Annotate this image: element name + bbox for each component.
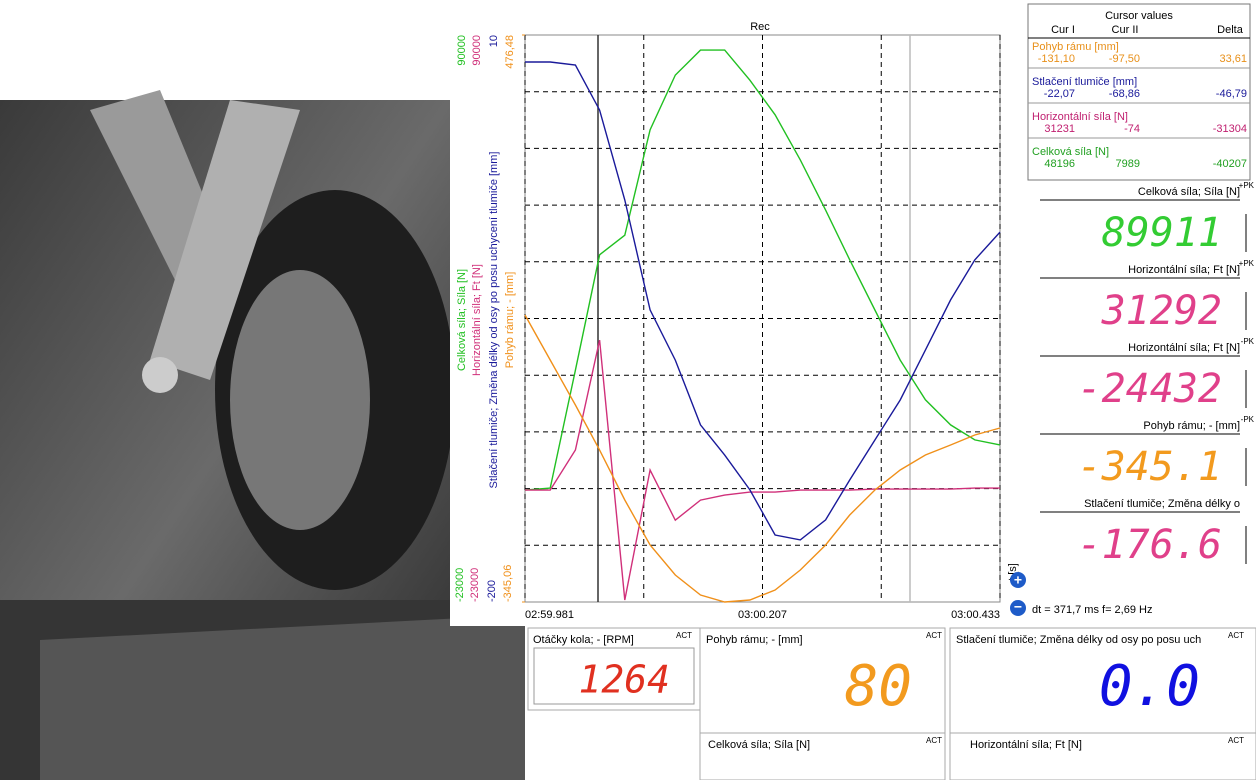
- display-label: Stlačení tlumiče; Změna délky o: [1084, 498, 1240, 510]
- group-name: Pohyb rámu [mm]: [1032, 41, 1119, 53]
- cursor-value: -74: [1124, 123, 1140, 135]
- group-name: Celková síla [N]: [1032, 146, 1109, 158]
- y-tick-label: -345,06: [502, 565, 514, 602]
- cursor-value: -22,07: [1044, 88, 1075, 100]
- y-tick-label: -200: [486, 580, 498, 602]
- column-header: Cur II: [1112, 24, 1139, 36]
- y-tick-label: 10: [488, 35, 500, 47]
- display-value: 89911: [1102, 210, 1222, 256]
- cursor-value: -68,86: [1109, 88, 1140, 100]
- x-tick-label: 03:00.207: [738, 609, 787, 621]
- display-tag: -PK: [1241, 337, 1255, 346]
- display-label: Pohyb rámu; - [mm]: [1143, 420, 1240, 432]
- display-label: Stlačení tlumiče; Změna délky od osy po …: [956, 634, 1201, 646]
- plot-area: [524, 34, 1001, 603]
- series-line: [524, 314, 1001, 603]
- cursor-value: -131,10: [1038, 53, 1075, 65]
- display-tag: ACT: [926, 736, 942, 745]
- display-label: Celková síla; Síla [N]: [1138, 186, 1240, 198]
- display-label: Horizontální síla; Ft [N]: [1128, 342, 1240, 354]
- display-frame: [699, 627, 946, 734]
- cursor-table-frame: [1027, 3, 1251, 181]
- cursor-table-title: Cursor values: [1105, 10, 1173, 22]
- y-tick-label: -23000: [469, 568, 481, 602]
- cursor-value: 33,61: [1219, 53, 1247, 65]
- y-tick-label: -23000: [454, 568, 466, 602]
- zoom-out-icon: −: [1014, 599, 1022, 615]
- display-tag: ACT: [1228, 631, 1244, 640]
- y-axis-title: Pohyb rámu; - [mm]: [504, 272, 516, 369]
- display-label: Horizontální síla; Ft [N]: [1128, 264, 1240, 276]
- display-value: -24432: [1078, 366, 1223, 412]
- y-axis-title: Celková síla; Síla [N]: [456, 269, 468, 371]
- display-frame: [527, 627, 701, 711]
- display-value: -345.1: [1078, 444, 1223, 490]
- group-name: Horizontální síla [N]: [1032, 111, 1128, 123]
- series-line: [525, 339, 1000, 601]
- display-label: Otáčky kola; - [RPM]: [533, 634, 634, 646]
- cursor-value: -46,79: [1216, 88, 1247, 100]
- zoom-in-button[interactable]: [1010, 572, 1026, 588]
- display-tag: +PK: [1239, 259, 1255, 268]
- cursor-value: 48196: [1044, 158, 1075, 170]
- chart-title: Rec: [750, 21, 770, 33]
- series-line: [524, 49, 1001, 491]
- cursor-value: -31304: [1213, 123, 1247, 135]
- display-value: -176.6: [1078, 522, 1223, 568]
- display-value: 0.0: [1099, 654, 1200, 719]
- cursor-value: 31231: [1044, 123, 1075, 135]
- cursor-readout: dt = 371,7 ms f= 2,69 Hz: [1032, 604, 1152, 616]
- display-frame: [949, 627, 1256, 734]
- series-line: [525, 61, 1001, 541]
- display-frame: [699, 732, 946, 780]
- display-tag: ACT: [1228, 736, 1244, 745]
- y-tick-label: 476,48: [504, 35, 516, 69]
- column-header: Delta: [1217, 24, 1244, 36]
- display-tag: ACT: [676, 631, 692, 640]
- display-label: Horizontální síla; Ft [N]: [970, 739, 1082, 751]
- display-value: 31292: [1101, 288, 1222, 334]
- display-value: 1264: [578, 658, 670, 702]
- display-label: Pohyb rámu; - [mm]: [706, 634, 803, 646]
- y-tick-label: 90000: [471, 35, 483, 66]
- display-tag: +PK: [1239, 181, 1255, 190]
- cursor-value: -97,50: [1109, 53, 1140, 65]
- value-box: [533, 647, 695, 705]
- display-label: Celková síla; Síla [N]: [708, 739, 810, 751]
- zoom-in-icon: +: [1014, 572, 1022, 588]
- y-axis-title: Stlačení tlumiče; Změna délky od osy po …: [488, 152, 500, 489]
- group-name: Stlačení tlumiče [mm]: [1032, 76, 1137, 88]
- x-tick-label: 02:59.981: [525, 609, 574, 621]
- cursor-value: -40207: [1213, 158, 1247, 170]
- display-frame: [949, 732, 1256, 780]
- cursor-value: 7989: [1116, 158, 1140, 170]
- display-tag: -PK: [1241, 415, 1255, 424]
- display-tag: ACT: [926, 631, 942, 640]
- zoom-out-button[interactable]: [1010, 600, 1026, 616]
- y-axis-title: Horizontální síla; Ft [N]: [471, 264, 483, 376]
- y-tick-label: 90000: [456, 35, 468, 66]
- x-tick-label: 03:00.433: [951, 609, 1000, 621]
- column-header: Cur I: [1051, 24, 1075, 36]
- display-value: 80: [845, 654, 912, 719]
